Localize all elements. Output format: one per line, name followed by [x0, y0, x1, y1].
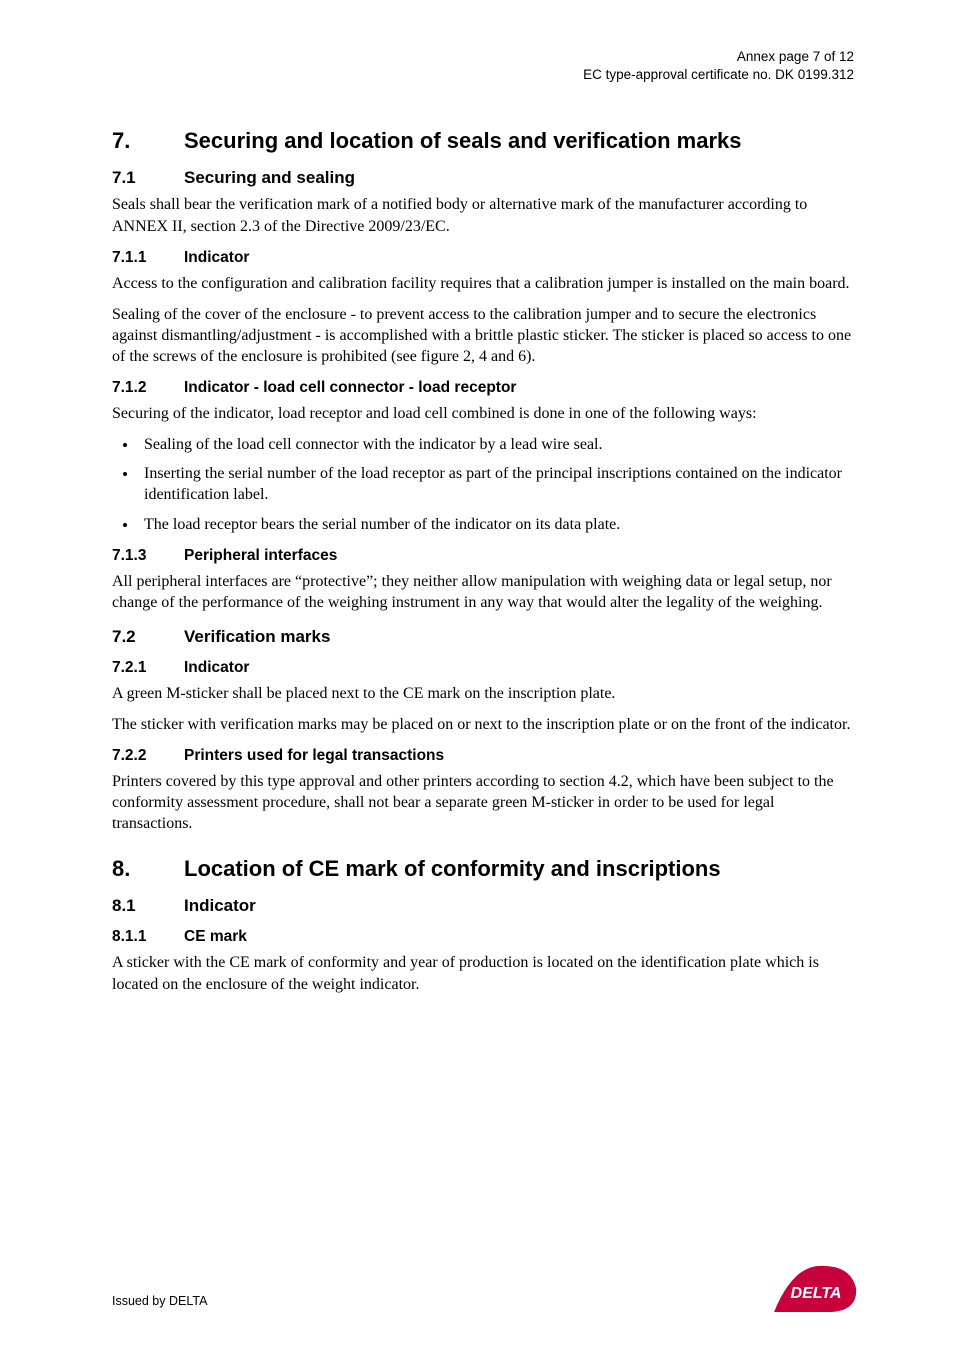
heading-7-1-1: 7.1.1 Indicator [112, 249, 854, 267]
heading-7-num: 7. [112, 128, 184, 154]
heading-7-2-1-title: Indicator [184, 659, 249, 677]
delta-logo-icon: DELTA [772, 1262, 858, 1314]
para-7-1-2: Securing of the indicator, load receptor… [112, 403, 854, 424]
heading-7-1: 7.1 Securing and sealing [112, 168, 854, 188]
heading-7-title: Securing and location of seals and verif… [184, 128, 742, 154]
heading-7-2-1-num: 7.2.1 [112, 659, 184, 677]
heading-7-2-title: Verification marks [184, 627, 330, 647]
para-7-2-2: Printers covered by this type approval a… [112, 771, 854, 834]
list-7-1-2: Sealing of the load cell connector with … [112, 434, 854, 534]
heading-8-title: Location of CE mark of conformity and in… [184, 856, 721, 882]
list-item: Sealing of the load cell connector with … [138, 434, 854, 455]
heading-7-1-3: 7.1.3 Peripheral interfaces [112, 547, 854, 565]
para-7-2-1-a: A green M-sticker shall be placed next t… [112, 683, 854, 704]
heading-7-1-3-num: 7.1.3 [112, 547, 184, 565]
heading-8: 8. Location of CE mark of conformity and… [112, 856, 854, 882]
heading-8-1-1-title: CE mark [184, 928, 247, 946]
list-item: Inserting the serial number of the load … [138, 463, 854, 505]
header-line-2: EC type-approval certificate no. DK 0199… [112, 66, 854, 84]
heading-7-2-2: 7.2.2 Printers used for legal transactio… [112, 747, 854, 765]
para-7-1: Seals shall bear the verification mark o… [112, 194, 854, 236]
heading-7-2-1: 7.2.1 Indicator [112, 659, 854, 677]
para-7-1-1-a: Access to the configuration and calibrat… [112, 273, 854, 294]
heading-8-1-1-num: 8.1.1 [112, 928, 184, 946]
heading-7-2: 7.2 Verification marks [112, 627, 854, 647]
heading-7-1-title: Securing and sealing [184, 168, 355, 188]
heading-8-1-num: 8.1 [112, 896, 184, 916]
para-8-1-1: A sticker with the CE mark of conformity… [112, 952, 854, 994]
heading-7-1-1-num: 7.1.1 [112, 249, 184, 267]
heading-7-2-num: 7.2 [112, 627, 184, 647]
page-header: Annex page 7 of 12 EC type-approval cert… [112, 48, 854, 84]
heading-8-1-title: Indicator [184, 896, 256, 916]
page: Annex page 7 of 12 EC type-approval cert… [0, 0, 954, 1350]
delta-logo-text: DELTA [791, 1285, 842, 1302]
heading-7-2-2-num: 7.2.2 [112, 747, 184, 765]
heading-7-1-1-title: Indicator [184, 249, 249, 267]
heading-7-1-3-title: Peripheral interfaces [184, 547, 337, 565]
heading-7: 7. Securing and location of seals and ve… [112, 128, 854, 154]
para-7-2-1-b: The sticker with verification marks may … [112, 714, 854, 735]
heading-7-1-num: 7.1 [112, 168, 184, 188]
heading-7-1-2-num: 7.1.2 [112, 379, 184, 397]
heading-8-1-1: 8.1.1 CE mark [112, 928, 854, 946]
heading-7-2-2-title: Printers used for legal transactions [184, 747, 444, 765]
heading-8-1: 8.1 Indicator [112, 896, 854, 916]
para-7-1-1-b: Sealing of the cover of the enclosure - … [112, 304, 854, 367]
para-7-1-3: All peripheral interfaces are “protectiv… [112, 571, 854, 613]
footer-issued-by: Issued by DELTA [112, 1294, 207, 1308]
delta-logo: DELTA [772, 1262, 858, 1314]
heading-7-1-2: 7.1.2 Indicator - load cell connector - … [112, 379, 854, 397]
heading-7-1-2-title: Indicator - load cell connector - load r… [184, 379, 516, 397]
list-item: The load receptor bears the serial numbe… [138, 514, 854, 535]
header-line-1: Annex page 7 of 12 [112, 48, 854, 66]
heading-8-num: 8. [112, 856, 184, 882]
